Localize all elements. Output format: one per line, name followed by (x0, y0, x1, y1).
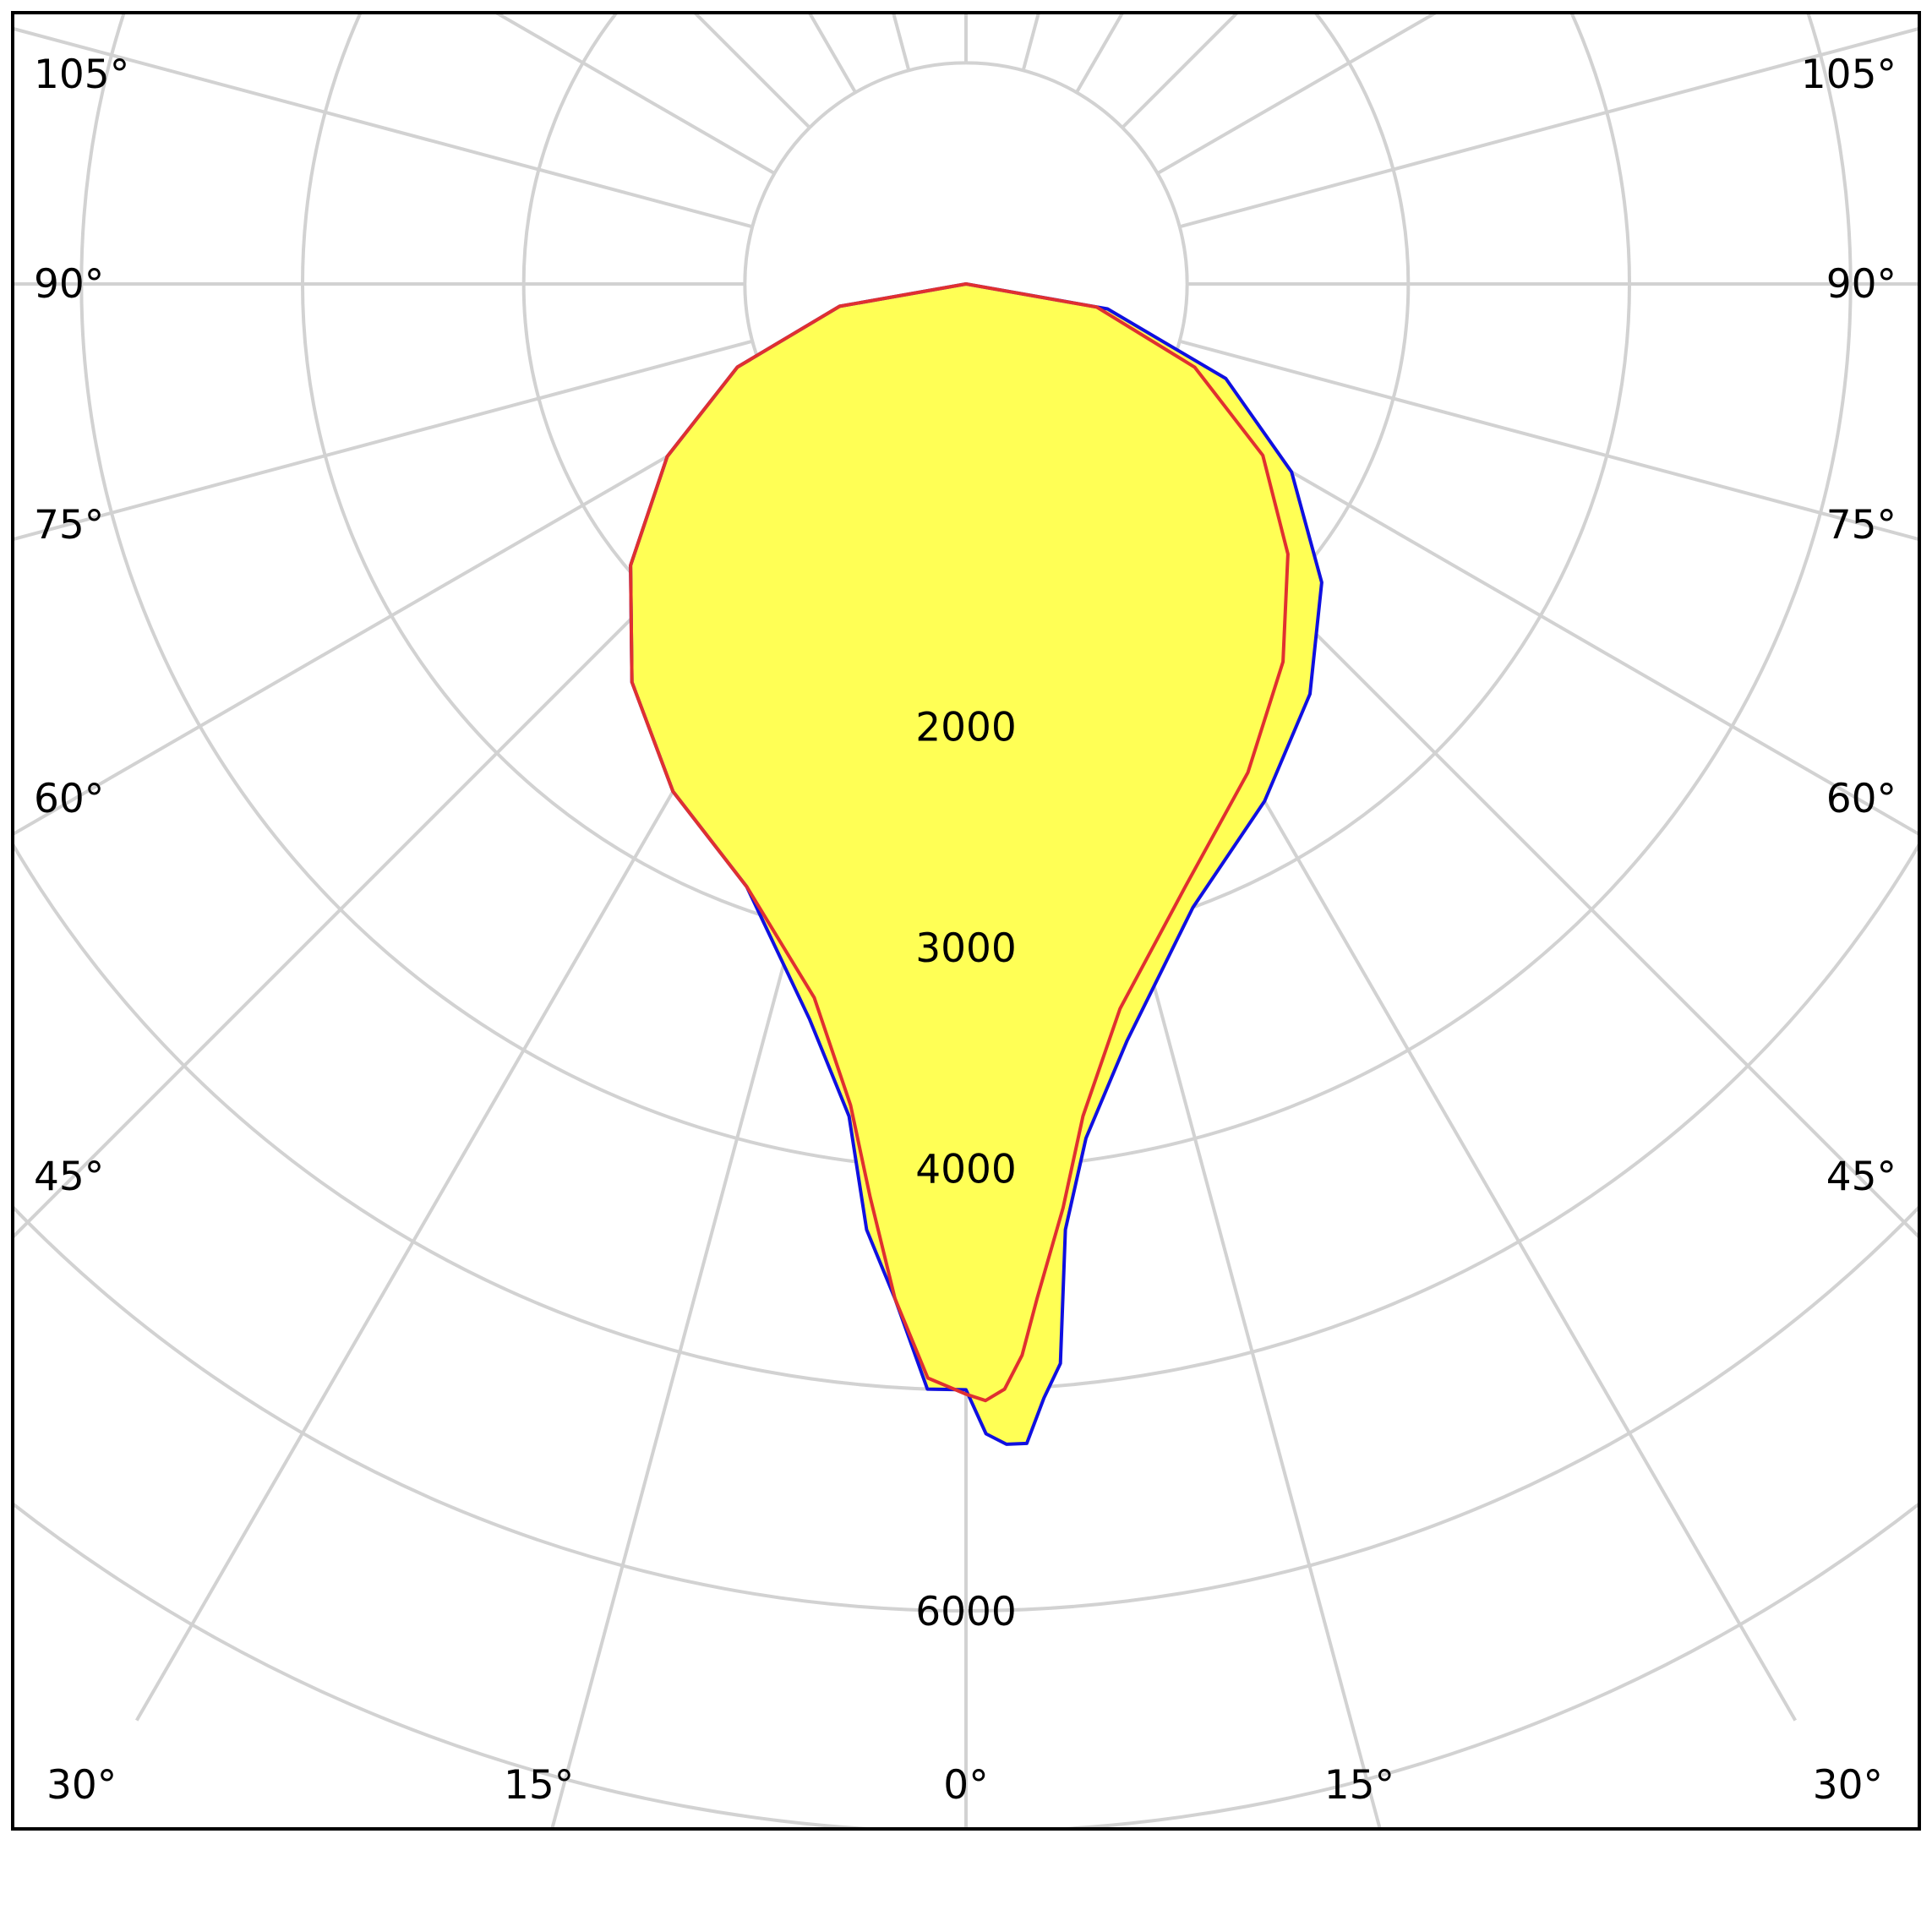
angle-label-left-2: 75° (34, 502, 104, 548)
plot-frame (11, 11, 1921, 1831)
angle-label-right-3: 60° (1826, 776, 1897, 822)
angle-label-left-0: 105° (34, 52, 129, 98)
grid-spoke-165 (1021, 13, 1041, 71)
angle-label-right-5: 30° (1813, 1762, 1883, 1809)
grid-spoke-240 (493, 13, 776, 175)
intensity-fill (630, 284, 1322, 1444)
angle-label-left-1: 90° (34, 261, 104, 308)
angle-label-right-1: 90° (1826, 261, 1897, 308)
grid-spoke-300 (13, 393, 776, 837)
angle-label-left-5: 30° (46, 1762, 117, 1809)
angle-label-right-4: 45° (1826, 1154, 1897, 1200)
grid-spoke-285 (13, 339, 753, 542)
angle-label-right-6: 15° (1324, 1762, 1394, 1809)
angle-label-right-0: 105° (1801, 52, 1897, 98)
grid-spoke-105 (1179, 26, 1919, 229)
grid-spoke-120 (1156, 13, 1439, 175)
axis-labels: 2000 3000 4000 6000 105° 90° 75° 60° 45° 30° 15° 10… (34, 52, 1897, 1809)
series-curve-1 (629, 282, 1290, 1403)
angle-label-left-3: 60° (34, 776, 104, 822)
angle-label-zero: 0° (943, 1762, 988, 1809)
radial-tick-label-1: 3000 (915, 925, 1017, 972)
radial-tick-label-3: 6000 (915, 1589, 1017, 1635)
radial-tick-label-2: 4000 (915, 1147, 1017, 1193)
grid-spoke-255 (13, 26, 753, 229)
angle-label-left-4: 45° (34, 1154, 104, 1200)
angle-label-right-2: 75° (1826, 502, 1897, 548)
grid-spoke-75 (1179, 339, 1919, 542)
intensity-curves (629, 282, 1323, 1446)
angle-label-left-6: 15° (504, 1762, 574, 1809)
radial-tick-label-0: 2000 (915, 704, 1017, 750)
grid-spoke-60 (1156, 393, 1919, 837)
grid-spoke-195 (891, 13, 911, 71)
